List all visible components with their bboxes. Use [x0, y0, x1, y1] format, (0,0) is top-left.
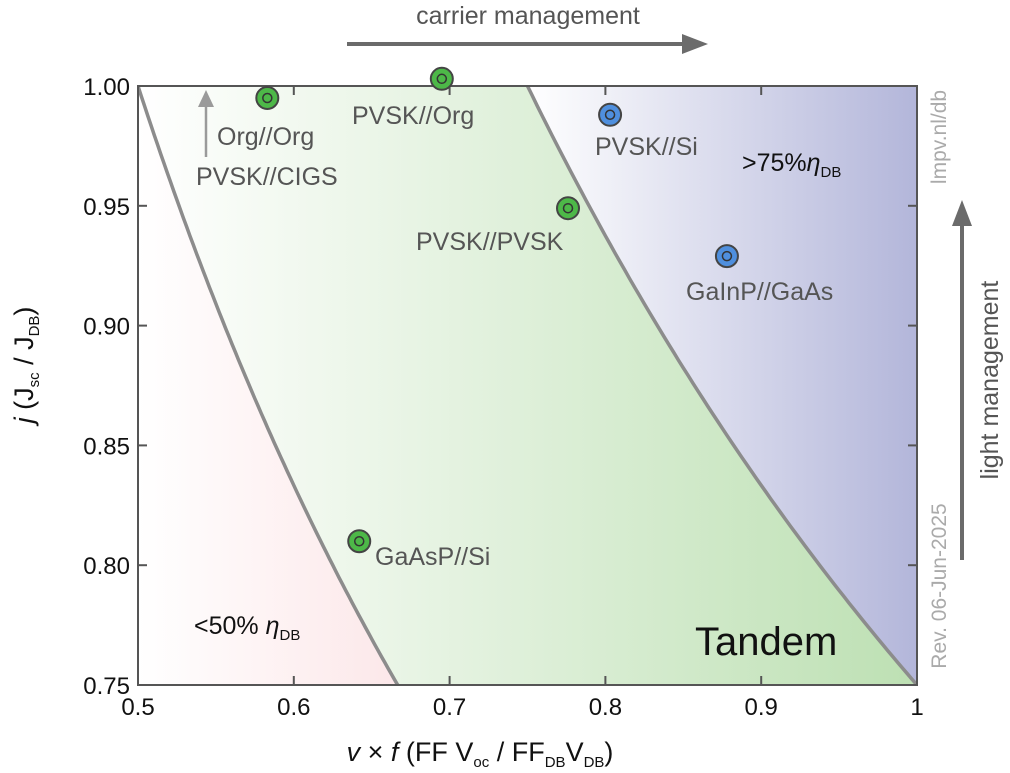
label-org-org: Org//Org	[217, 123, 314, 151]
revision-note: Rev. 06-Jun-2025	[928, 503, 951, 668]
data-point	[429, 66, 454, 91]
data-points	[255, 66, 739, 554]
label-pvsk-si: PVSK//Si	[595, 133, 698, 161]
y-tick-label: 0.80	[83, 553, 130, 580]
x-axis: 0.5 0.6 0.7 0.8 0.9 1	[121, 86, 924, 721]
region-label-below-50: <50% ηDB	[194, 612, 300, 644]
y-tick-label: 0.75	[83, 673, 130, 700]
x-tick-label: 0.7	[433, 694, 466, 721]
label-pvsk-pvsk: PVSK//PVSK	[416, 228, 564, 256]
data-point-marker	[598, 102, 623, 127]
label-pvsk-cigs: PVSK//CIGS	[196, 163, 338, 191]
x-tick-label: 1	[910, 694, 923, 721]
data-point	[598, 102, 623, 127]
x-tick-label: 0.6	[277, 694, 310, 721]
y-tick-label: 0.90	[83, 314, 130, 341]
source-note: lmpv.nl/db	[928, 90, 951, 184]
data-point	[347, 529, 372, 554]
region-label-above-75: >75%ηDB	[742, 149, 841, 181]
region-label-tandem: Tandem	[695, 620, 837, 664]
carrier-management-label: carrier management	[416, 2, 640, 30]
carrier-management-arrow-head	[682, 34, 708, 54]
y-axis: 0.75 0.80 0.85 0.90 0.95 1.00	[83, 74, 917, 700]
light-management-arrow-head	[952, 200, 972, 226]
data-point-marker	[347, 529, 372, 554]
y-tick-label: 0.85	[83, 433, 130, 460]
data-point-marker	[429, 66, 454, 91]
label-pvsk-org: PVSK//Org	[352, 102, 474, 130]
label-gainp-gaas: GaInP//GaAs	[686, 278, 833, 306]
x-tick-label: 0.8	[589, 694, 622, 721]
plot-frame	[137, 85, 918, 686]
y-tick-label: 1.00	[83, 74, 130, 101]
boundary-50-percent	[138, 86, 400, 685]
data-point	[714, 244, 739, 269]
y-tick-label: 0.95	[83, 194, 130, 221]
data-point-center	[353, 535, 365, 547]
data-point	[255, 85, 280, 110]
data-point-center	[721, 250, 733, 262]
light-management-label: light management	[976, 281, 1004, 480]
data-point-marker	[255, 85, 280, 110]
y-axis-title: j (Jsc / JDB)	[9, 307, 43, 428]
data-point-center	[436, 73, 448, 85]
data-point-center	[562, 202, 574, 214]
x-tick-label: 0.9	[745, 694, 778, 721]
region-blue	[527, 86, 917, 685]
data-point-center	[604, 109, 616, 121]
small-up-arrow-head	[198, 90, 214, 107]
data-point-marker	[556, 196, 581, 221]
boundary-75-percent	[525, 86, 917, 685]
data-point-marker	[714, 244, 739, 269]
data-point-center	[262, 92, 273, 104]
x-tick-label: 0.5	[121, 694, 154, 721]
x-axis-title: v × f (FF Voc / FFDBVDB)	[347, 737, 614, 771]
label-gaasp-si: GaAsP//Si	[375, 543, 490, 571]
data-point	[556, 196, 581, 221]
